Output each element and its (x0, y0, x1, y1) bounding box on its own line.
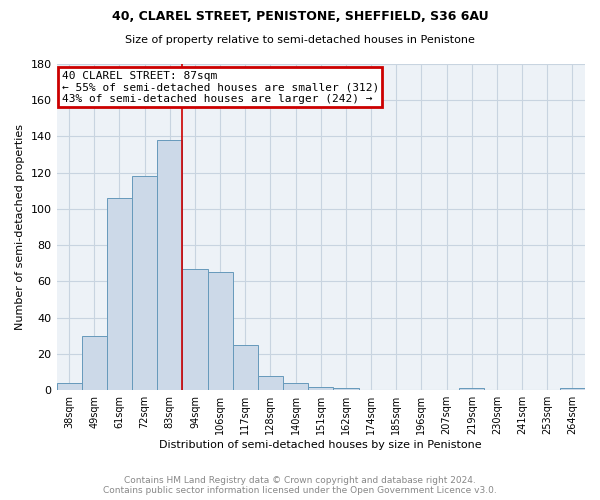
Bar (157, 140, 182, 390)
Bar (56, 383, 82, 390)
Bar (82, 336, 107, 390)
Bar (308, 386, 334, 390)
Text: 40 CLAREL STREET: 87sqm
← 55% of semi-detached houses are smaller (312)
43% of s: 40 CLAREL STREET: 87sqm ← 55% of semi-de… (62, 70, 379, 104)
Text: Contains HM Land Registry data © Crown copyright and database right 2024.
Contai: Contains HM Land Registry data © Crown c… (103, 476, 497, 495)
Text: 40, CLAREL STREET, PENISTONE, SHEFFIELD, S36 6AU: 40, CLAREL STREET, PENISTONE, SHEFFIELD,… (112, 10, 488, 23)
Bar (258, 376, 283, 390)
Bar (208, 272, 233, 390)
X-axis label: Distribution of semi-detached houses by size in Penistone: Distribution of semi-detached houses by … (160, 440, 482, 450)
Bar (233, 345, 258, 390)
Text: Size of property relative to semi-detached houses in Penistone: Size of property relative to semi-detach… (125, 35, 475, 45)
Bar (182, 269, 208, 390)
Bar (283, 383, 308, 390)
Y-axis label: Number of semi-detached properties: Number of semi-detached properties (15, 124, 25, 330)
Bar (334, 388, 359, 390)
Bar (132, 176, 157, 390)
Bar (459, 388, 484, 390)
Bar (560, 388, 585, 390)
Bar (107, 198, 132, 390)
